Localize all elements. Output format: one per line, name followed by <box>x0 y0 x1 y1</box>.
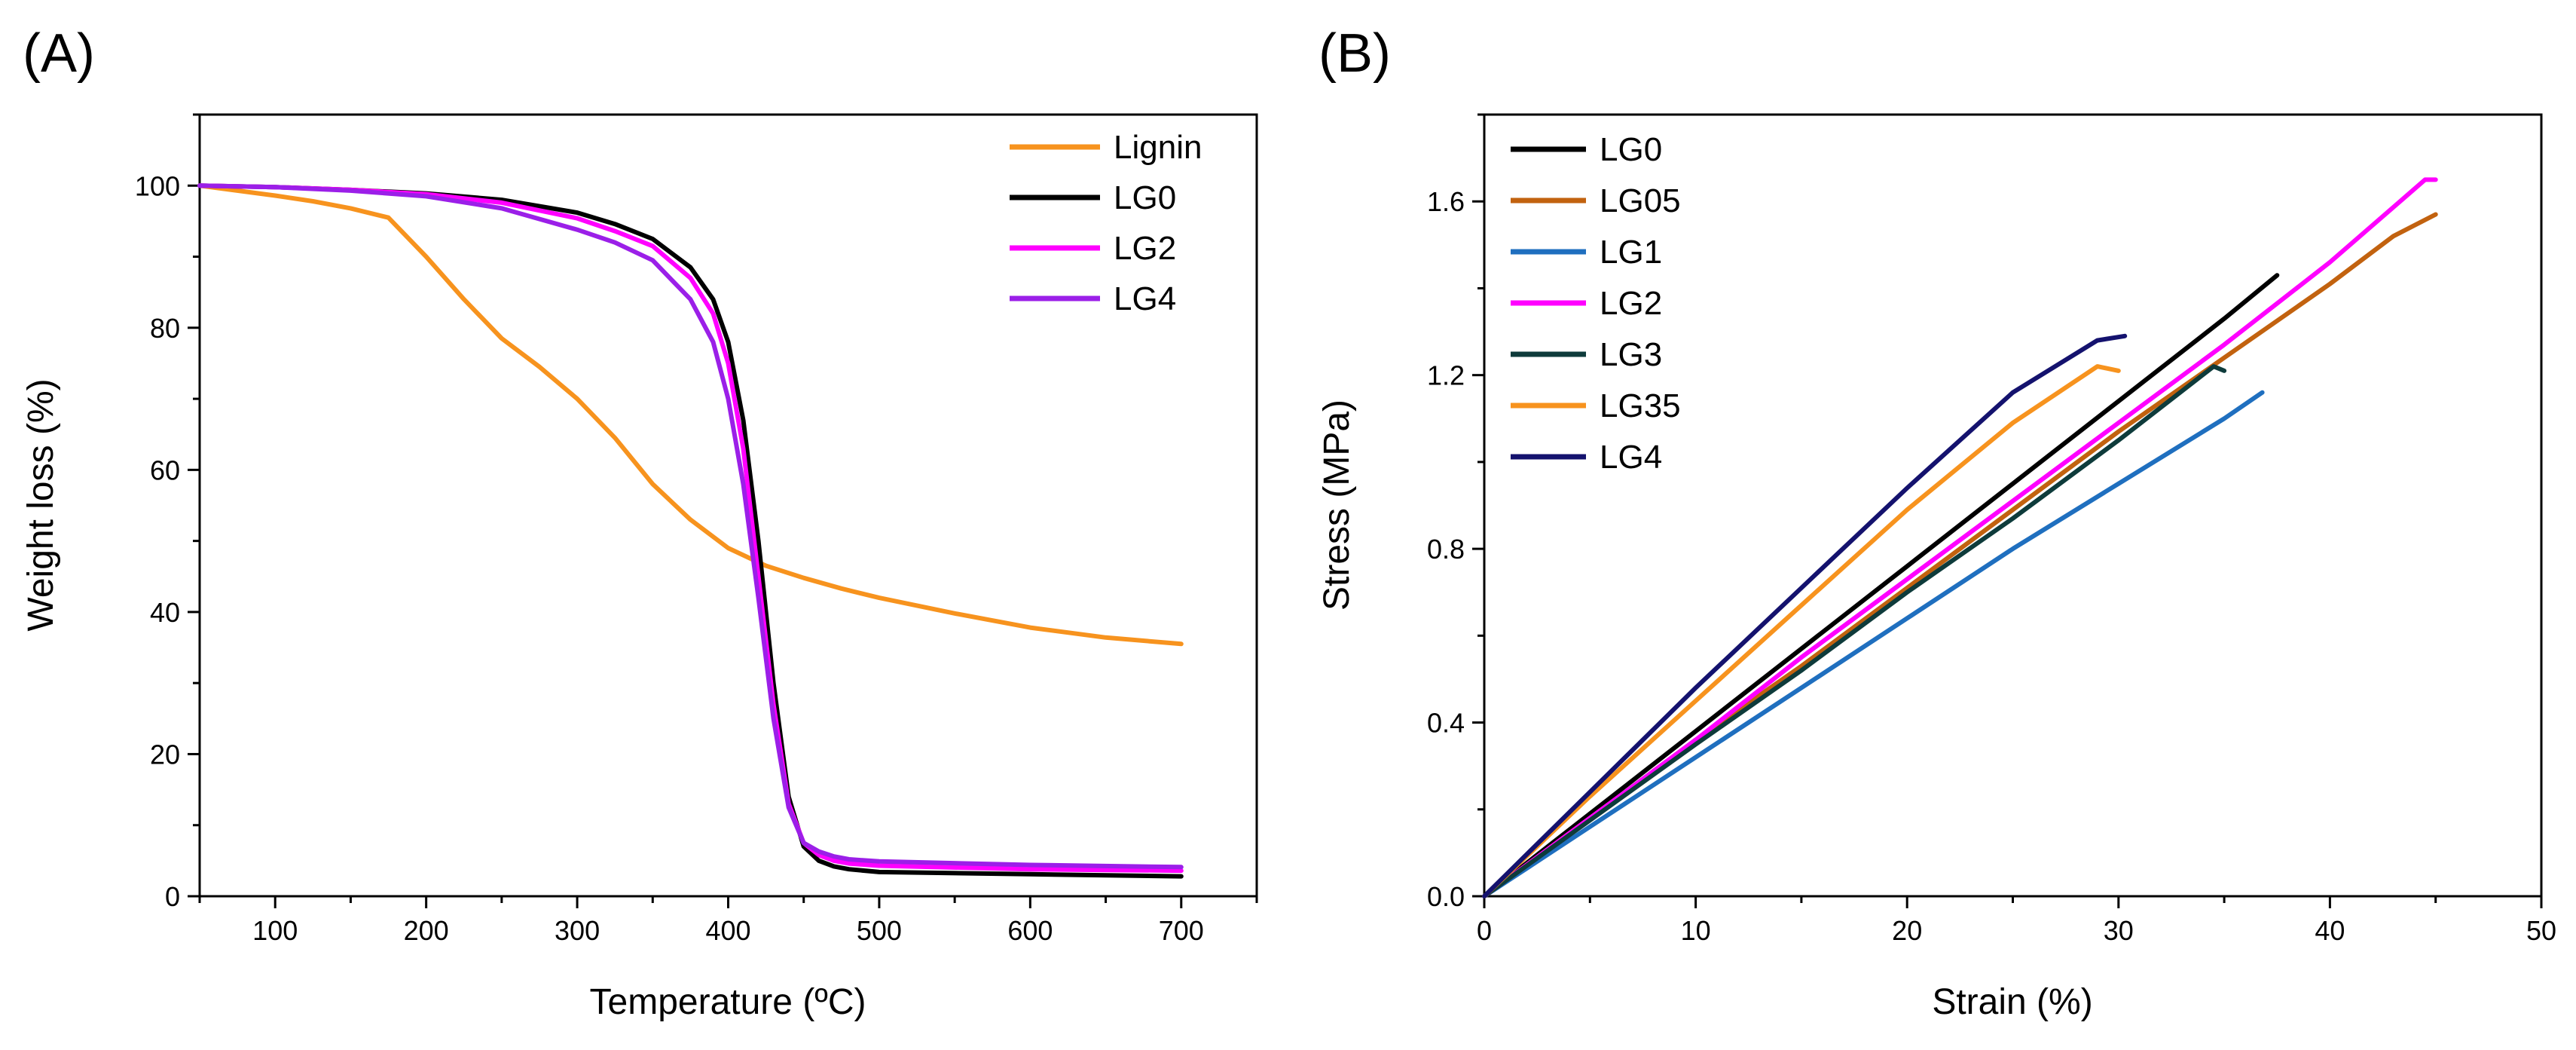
x-tick-label: 0 <box>1477 915 1492 946</box>
panel-a-plot-frame <box>198 113 1258 898</box>
panel-b-x-axis-title: Strain (%) <box>1932 982 2092 1022</box>
legend-label-lg35: LG35 <box>1600 387 1681 424</box>
y-tick-label: 0.8 <box>1427 534 1465 565</box>
legend-label-lg1: LG1 <box>1600 234 1662 271</box>
panel-a-ticks: 100 200 300 400 500 600 700 0 20 40 60 80 100 <box>135 113 1258 946</box>
legend-label-lignin: Lignin <box>1114 129 1202 166</box>
legend-label-lg2: LG2 <box>1114 230 1176 267</box>
panel-b-label: (B) <box>1319 23 1391 84</box>
legend-label-lg05: LG05 <box>1600 182 1681 219</box>
y-tick-label: 1.2 <box>1427 360 1465 391</box>
legend-label-lg0: LG0 <box>1114 179 1176 216</box>
y-tick-label: 80 <box>150 313 180 344</box>
x-tick-label: 300 <box>555 915 600 946</box>
x-tick-label: 700 <box>1159 915 1204 946</box>
panel-a-y-axis-title: Weight loss (%) <box>21 378 61 631</box>
series-line-lg2 <box>1482 177 2438 898</box>
x-tick-label: 600 <box>1007 915 1053 946</box>
x-tick-label: 400 <box>705 915 750 946</box>
series-line-lignin <box>197 183 1184 647</box>
y-tick-label: 0.4 <box>1427 708 1465 739</box>
x-tick-label: 20 <box>1892 915 1922 946</box>
panel-a-series-lines <box>197 183 1184 879</box>
y-tick-label: 20 <box>150 739 180 770</box>
x-tick-label: 40 <box>2315 915 2345 946</box>
y-tick-label: 60 <box>150 455 180 485</box>
panel-b-legend: LG0 LG05 LG1 LG2 LG3 LG35 LG4 <box>1511 131 1681 476</box>
series-line-lg0 <box>1482 273 2280 898</box>
x-tick-label: 100 <box>252 915 298 946</box>
x-tick-label: 200 <box>404 915 449 946</box>
series-line-lg3 <box>1482 364 2227 898</box>
x-tick-label: 30 <box>2104 915 2134 946</box>
panel-b-ticks: 0 10 20 30 40 50 0.0 0.4 0.8 1.2 1.6 <box>1427 113 2556 946</box>
legend-label-lg3: LG3 <box>1600 336 1662 373</box>
series-line-lg1 <box>1482 390 2265 898</box>
x-tick-label: 50 <box>2526 915 2556 946</box>
x-tick-label: 10 <box>1681 915 1711 946</box>
legend-label-lg2: LG2 <box>1600 285 1662 322</box>
y-tick-label: 0.0 <box>1427 881 1465 912</box>
y-tick-label: 40 <box>150 597 180 628</box>
y-tick-label: 0 <box>165 881 180 912</box>
legend-label-lg4: LG4 <box>1114 280 1176 317</box>
panel-a-label: (A) <box>23 23 95 84</box>
series-line-lg35 <box>1482 364 2121 898</box>
series-line-lg4 <box>1482 333 2128 898</box>
panel-a-x-axis-title: Temperature (ºC) <box>590 982 866 1022</box>
series-line-lg2 <box>197 183 1184 874</box>
panel-b-series-lines <box>1482 177 2438 898</box>
x-tick-label: 500 <box>857 915 902 946</box>
panel-a: (A) 100 200 300 400 500 600 700 0 20 40 60 80 100 Li… <box>21 23 1258 1022</box>
panel-b-y-axis-title: Stress (MPa) <box>1317 399 1357 611</box>
y-tick-label: 1.6 <box>1427 186 1465 217</box>
y-tick-label: 100 <box>135 170 180 201</box>
series-line-lg0 <box>197 183 1184 879</box>
series-line-lg4 <box>197 183 1184 870</box>
panel-a-legend: Lignin LG0 LG2 LG4 <box>1010 129 1202 317</box>
legend-label-lg4: LG4 <box>1600 439 1662 476</box>
legend-label-lg0: LG0 <box>1600 131 1662 168</box>
panel-b: (B) 0 10 20 30 40 500.00.40.81.21.6 LG0LG05LG… <box>1317 23 2556 1022</box>
